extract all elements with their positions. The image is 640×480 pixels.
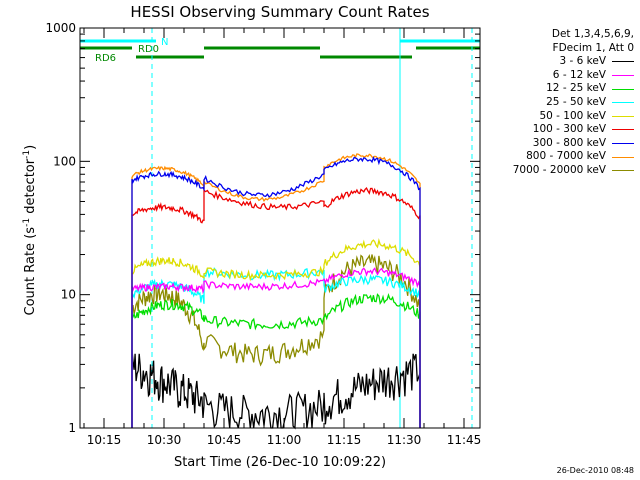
x-tick-label: 11:45 <box>447 433 482 447</box>
legend-swatch <box>612 156 634 158</box>
timestamp: 26-Dec-2010 08:48 <box>556 466 634 475</box>
y-tick-label: 1000 <box>45 21 76 35</box>
series-line-8 <box>131 254 421 428</box>
y-tick-label: 10 <box>61 288 76 302</box>
legend-swatch <box>612 115 634 117</box>
series-line-2 <box>131 293 421 428</box>
x-axis-label: Start Time (26-Dec-10 10:09:22) <box>173 455 387 470</box>
legend-entry-label: 800 - 7000 keV <box>526 150 606 163</box>
axes: 1 10 100 1000 10:15 10:30 10:45 11:00 11:15 11:30… <box>45 21 481 447</box>
legend-entry-label: 25 - 50 keV <box>546 95 606 108</box>
legend-entry: 12 - 25 keV <box>484 82 634 96</box>
legend-swatch <box>612 170 634 172</box>
legend-entry: 50 - 100 keV <box>484 110 634 124</box>
x-tick-label: 10:45 <box>207 433 242 447</box>
series-line-4 <box>131 238 421 428</box>
legend-swatch <box>612 75 634 77</box>
flag-label-n: N <box>161 37 168 48</box>
legend-swatch <box>612 102 634 104</box>
legend: Det 1,3,4,5,6,9, FDecim 1, Att 0 3 - 6 k… <box>484 28 634 178</box>
legend-swatch <box>612 61 634 63</box>
plot-frame <box>79 27 481 429</box>
legend-swatch <box>612 129 634 131</box>
legend-entry: 800 - 7000 keV <box>484 150 634 164</box>
legend-entry-label: 7000 - 20000 keV <box>512 163 606 176</box>
x-tick-label: 11:15 <box>327 433 362 447</box>
legend-entry: 25 - 50 keV <box>484 96 634 110</box>
series-line-3 <box>131 267 421 428</box>
legend-swatch <box>612 143 634 145</box>
x-tick-label: 11:30 <box>387 433 422 447</box>
x-tick-label: 10:30 <box>147 433 182 447</box>
chart-title: HESSI Observing Summary Count Rates <box>130 3 430 21</box>
series-line-6 <box>131 155 421 428</box>
series-line-7 <box>131 153 421 428</box>
legend-entry: 300 - 800 keV <box>484 137 634 151</box>
flag-label-rd6: RD6 <box>95 53 116 64</box>
y-tick-label: 100 <box>53 154 76 168</box>
legend-entry: 3 - 6 keV <box>484 55 634 69</box>
series-line-1 <box>131 267 421 428</box>
legend-header-detectors: Det 1,3,4,5,6,9, <box>551 28 634 40</box>
legend-entry: 100 - 300 keV <box>484 123 634 137</box>
legend-entry: 6 - 12 keV <box>484 69 634 83</box>
x-tick-label: 10:15 <box>87 433 122 447</box>
y-axis-label: Count Rate (s-1 detector-1) <box>21 144 39 316</box>
legend-entry: 7000 - 20000 keV <box>484 164 634 178</box>
flag-label-rd0: RD0 <box>138 44 159 55</box>
legend-entry-label: 6 - 12 keV <box>552 68 606 81</box>
series-lines <box>131 153 421 430</box>
legend-entry-label: 12 - 25 keV <box>546 82 606 95</box>
x-tick-label: 11:00 <box>267 433 302 447</box>
y-tick-label: 1 <box>68 421 76 435</box>
legend-entry-label: 300 - 800 keV <box>532 136 606 149</box>
series-line-5 <box>131 187 421 428</box>
legend-header-decimation: FDecim 1, Att 0 <box>552 41 634 54</box>
series-line-0 <box>131 349 421 430</box>
legend-entry-label: 3 - 6 keV <box>559 55 606 68</box>
legend-entry-label: 50 - 100 keV <box>539 109 606 122</box>
legend-swatch <box>612 88 634 90</box>
legend-entry-label: 100 - 300 keV <box>532 123 606 136</box>
